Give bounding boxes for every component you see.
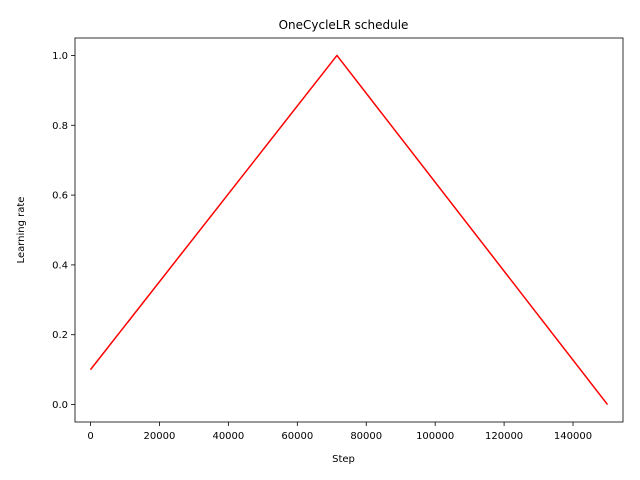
x-tick-label: 0 xyxy=(87,431,93,442)
y-tick-label: 0.0 xyxy=(52,400,68,411)
y-tick-label: 1.0 xyxy=(52,51,68,62)
x-tick-label: 60000 xyxy=(281,431,313,442)
x-tick-label: 20000 xyxy=(144,431,176,442)
y-tick-label: 0.8 xyxy=(52,121,68,132)
y-tick-label: 0.6 xyxy=(52,191,68,202)
y-tick-label: 0.2 xyxy=(52,330,68,341)
y-axis-ticks: 0.0 0.2 0.4 0.6 0.8 1.0 xyxy=(52,51,75,411)
y-tick-label: 0.4 xyxy=(52,260,68,271)
x-tick-label: 40000 xyxy=(212,431,244,442)
series-lines xyxy=(89,54,609,406)
y-axis-label: Learning rate xyxy=(16,197,27,264)
series-line-0 xyxy=(89,54,609,406)
x-tick-label: 140000 xyxy=(554,431,592,442)
chart-title: OneCycleLR schedule xyxy=(279,18,409,32)
x-tick-label: 120000 xyxy=(485,431,523,442)
plot-area-frame xyxy=(74,37,624,423)
x-axis-label: Step xyxy=(332,454,355,465)
x-tick-label: 80000 xyxy=(350,431,382,442)
x-axis-ticks: 0 20000 40000 60000 80000 100000 120000 140000 xyxy=(87,422,592,442)
x-tick-label: 100000 xyxy=(416,431,454,442)
